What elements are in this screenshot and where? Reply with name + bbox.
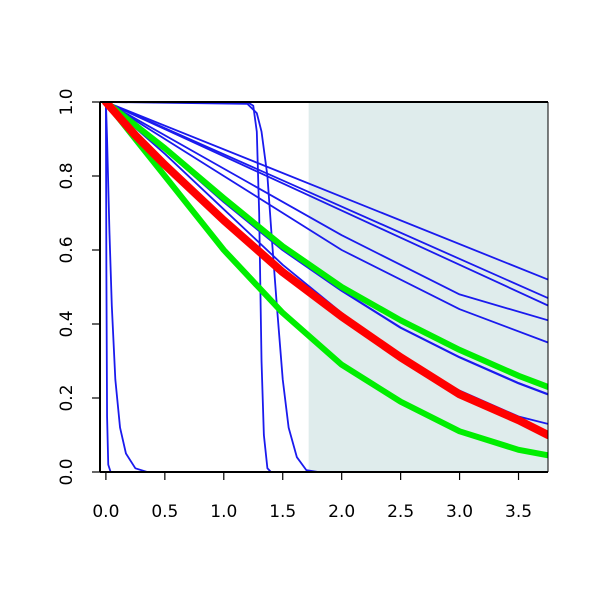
series-line-red-14 — [101, 102, 548, 439]
y-tick-label: 0.0 — [57, 458, 77, 485]
series-line-blue-1 — [104, 102, 548, 472]
x-tick-label: 3.5 — [505, 502, 532, 522]
series-line-blue-2 — [104, 102, 548, 472]
series-line-green-12 — [102, 102, 548, 390]
y-tick-label: 0.4 — [57, 310, 77, 337]
series-line-blue-8 — [104, 102, 548, 322]
y-tick-label: 1.0 — [57, 88, 77, 115]
series-line-blue-5 — [104, 102, 548, 281]
series-line-blue-6 — [104, 102, 548, 299]
series-line-blue-7 — [104, 102, 548, 307]
series-line-blue-9 — [104, 102, 548, 344]
y-tick-label: 0.2 — [57, 384, 77, 411]
y-tick-label: 0.8 — [57, 162, 77, 189]
series-line-green-13 — [102, 102, 548, 459]
x-tick-label: 2.0 — [328, 502, 355, 522]
x-tick-label: 1.0 — [210, 502, 237, 522]
x-tick-label: 0.5 — [151, 502, 178, 522]
x-tick-label: 2.5 — [387, 502, 414, 522]
x-tick-label: 3.0 — [446, 502, 473, 522]
x-tick-label: 0.0 — [92, 502, 119, 522]
y-tick-label: 0.6 — [57, 236, 77, 263]
x-tick-label: 1.5 — [269, 502, 296, 522]
